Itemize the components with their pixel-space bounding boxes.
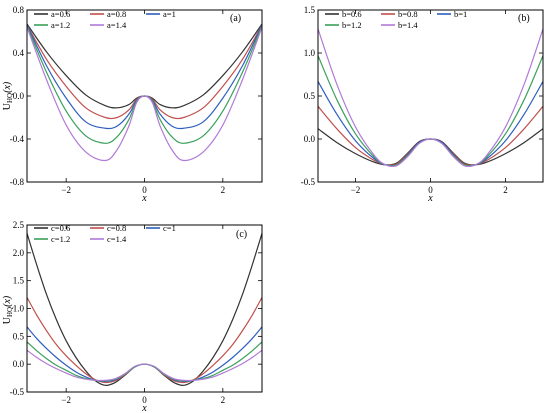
panel-tag: (c) — [236, 229, 247, 240]
y-tick-label: 0.4 — [13, 48, 25, 58]
chart-panel-2: -0.5 0.0 0.5 1.0 1.5 −2 0 2 x (b) b=0.6 b=0.8 b=1 b=1… — [301, 5, 544, 204]
series-line-a=1 — [27, 24, 262, 130]
legend-entry-a=1.2: a=1.2 — [51, 20, 70, 30]
legend-entry-a=1.4: a=1.4 — [107, 20, 127, 30]
y-tick-label: 0.0 — [13, 359, 25, 369]
chart-panel-1: -0.8 -0.4 0.0 0.4 0.8 −2 0 2 x UHQ(x) (a) a=0.6 a=0.… — [2, 5, 263, 204]
y-tick-label: 1.5 — [304, 5, 316, 15]
x-tick-label: 0 — [428, 185, 433, 195]
x-axis-label: x — [427, 193, 433, 204]
x-tick-label: 2 — [221, 185, 226, 195]
legend-entry-c=1: c=1 — [163, 223, 176, 233]
legend-entry-b=0.8: b=0.8 — [398, 9, 418, 19]
series-line-c=1 — [27, 326, 262, 383]
legend-entry-c=1.2: c=1.2 — [51, 234, 70, 244]
y-tick-label: -0.4 — [10, 134, 25, 144]
x-axis-label: x — [141, 403, 147, 413]
y-axis-label: UHQ(x) — [2, 295, 14, 324]
y-tick-label: 2.5 — [13, 220, 25, 230]
x-tick-label: 0 — [142, 395, 147, 405]
series-line-b=1 — [318, 81, 543, 167]
legend-entry-c=0.6: c=0.6 — [51, 223, 70, 233]
legend-entry-b=1.2: b=1.2 — [342, 20, 362, 30]
series-line-c=1.4 — [27, 349, 262, 382]
series-line-b=1.2 — [318, 55, 543, 167]
x-tick-label: −2 — [61, 395, 71, 405]
y-tick-label: 0.0 — [304, 134, 316, 144]
legend-entry-c=1.4: c=1.4 — [107, 234, 127, 244]
y-tick-label: 1.0 — [13, 304, 25, 314]
series-line-a=1.4 — [27, 26, 262, 162]
x-tick-label: 2 — [503, 185, 508, 195]
x-tick-label: −2 — [61, 185, 71, 195]
series-line-c=0.8 — [27, 297, 262, 384]
x-tick-label: 0 — [142, 185, 147, 195]
chart-panel-3: -0.5 0.0 0.5 1.0 1.5 2.0 2.5 −2 0 2 x UHQ(x) (c) c=0.… — [2, 220, 263, 413]
series-line-c=1.2 — [27, 341, 262, 382]
legend-entry-a=0.8: a=0.8 — [107, 9, 126, 19]
y-tick-label: -0.5 — [10, 387, 25, 397]
y-axis-label: UHQ(x) — [2, 81, 14, 110]
y-tick-label: -0.8 — [10, 177, 25, 187]
x-tick-label: 2 — [221, 395, 226, 405]
series-line-a=1.2 — [27, 25, 262, 144]
y-tick-label: 1.5 — [13, 276, 25, 286]
x-tick-label: −2 — [351, 185, 361, 195]
legend-entry-b=1: b=1 — [454, 9, 467, 19]
y-tick-label: 0.8 — [13, 5, 25, 15]
panel-tag: (a) — [230, 13, 241, 24]
y-tick-label: 1.0 — [304, 48, 316, 58]
y-tick-label: 0.5 — [13, 331, 25, 341]
y-tick-label: 2.0 — [13, 248, 25, 258]
y-tick-label: 0.0 — [13, 91, 25, 101]
x-axis-label: x — [141, 193, 147, 204]
legend-entry-a=0.6: a=0.6 — [51, 9, 70, 19]
legend-entry-c=0.8: c=0.8 — [107, 223, 126, 233]
plot-frame — [26, 224, 263, 393]
series-line-a=0.6 — [27, 23, 262, 109]
legend-entry-b=1.4: b=1.4 — [398, 20, 418, 30]
legend-entry-b=0.6: b=0.6 — [342, 9, 362, 19]
series-line-b=0.6 — [318, 128, 543, 166]
y-tick-label: -0.5 — [301, 177, 316, 187]
panel-tag: (b) — [518, 13, 530, 24]
series-line-b=1.4 — [318, 28, 543, 168]
legend-entry-a=1: a=1 — [163, 9, 176, 19]
plot-frame — [317, 9, 544, 183]
y-tick-label: 0.5 — [304, 91, 316, 101]
